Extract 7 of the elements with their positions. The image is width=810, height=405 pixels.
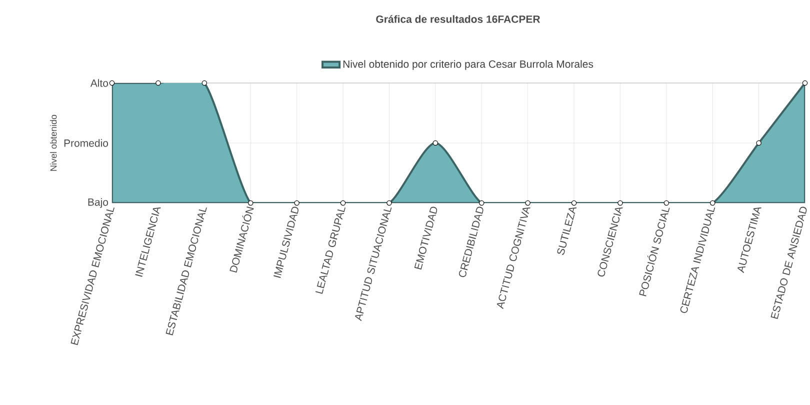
legend-label: Nivel obtenido por criterio para Cesar Burrola Morales	[343, 60, 594, 70]
x-tick-label: LEALTAD GRUPAL	[315, 207, 346, 294]
y-axis-title: Nivel obtenido	[50, 114, 57, 171]
chart-title: Gráfica de resultados 16FACPER	[376, 15, 540, 23]
text: Promedio	[64, 139, 108, 147]
text: Alto	[90, 79, 108, 87]
text: Bajo	[88, 198, 108, 208]
